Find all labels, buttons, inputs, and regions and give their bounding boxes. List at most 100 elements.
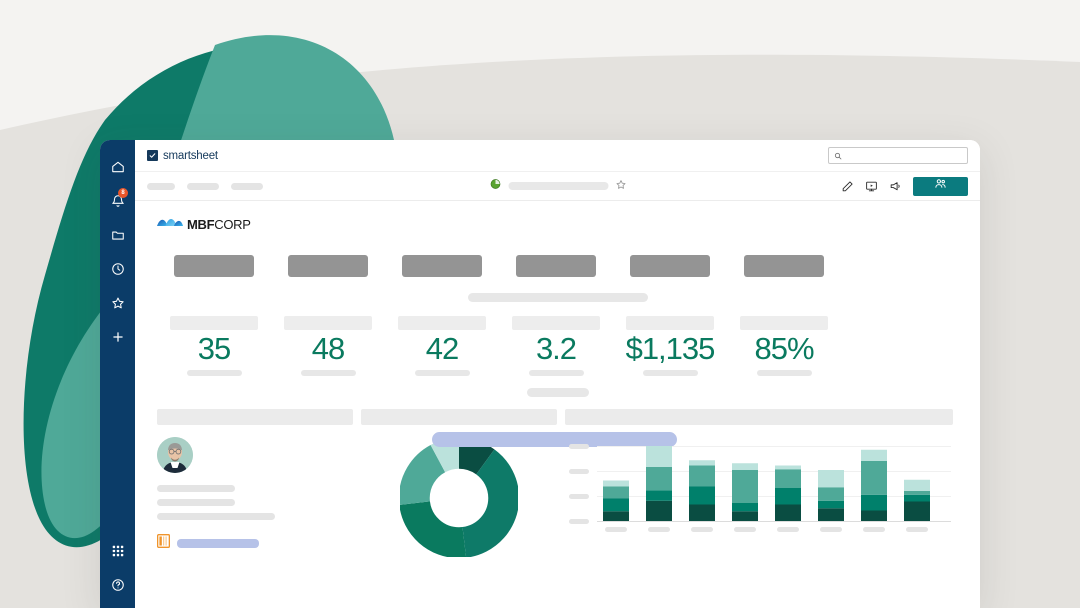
sidebar-item-favorites[interactable] bbox=[100, 286, 135, 320]
x-axis-tick bbox=[906, 527, 928, 532]
metric-header-block bbox=[402, 255, 482, 277]
metric-header-cell bbox=[385, 255, 499, 277]
metric-value: 42 bbox=[425, 331, 459, 366]
widget-header-profile bbox=[157, 409, 353, 425]
dashboard-title-placeholder bbox=[432, 432, 677, 447]
metric-cell: 3.2 bbox=[499, 316, 613, 376]
report-icon bbox=[156, 534, 171, 553]
metric-cell: 85% bbox=[727, 316, 841, 376]
x-axis-tick bbox=[734, 527, 756, 532]
present-icon[interactable] bbox=[865, 180, 878, 193]
donut-widget bbox=[361, 437, 557, 557]
x-axis-tick bbox=[691, 527, 713, 532]
y-axis-tick bbox=[569, 519, 589, 524]
share-button[interactable] bbox=[913, 176, 968, 196]
metric-value: 48 bbox=[311, 331, 345, 366]
top-bar: smartsheet bbox=[135, 140, 980, 172]
notification-badge: 8 bbox=[118, 188, 128, 198]
bar-group-2 bbox=[646, 446, 672, 521]
search-icon bbox=[834, 147, 842, 165]
metric-caption-placeholder bbox=[300, 370, 356, 376]
metric-header-cell bbox=[613, 255, 727, 277]
metric-header-cell bbox=[271, 255, 385, 277]
metric-value: 3.2 bbox=[535, 331, 577, 366]
metric-cell: 35 bbox=[157, 316, 271, 376]
profile-line bbox=[157, 513, 275, 520]
edit-icon[interactable] bbox=[841, 180, 854, 193]
nav-tab-2[interactable] bbox=[187, 182, 219, 190]
metric-header-block bbox=[288, 255, 368, 277]
profile-line bbox=[157, 499, 235, 506]
metric-header-cell bbox=[157, 255, 271, 277]
apps-grid-icon bbox=[111, 544, 125, 558]
donut-slice-3 bbox=[400, 439, 518, 557]
metric-label-placeholder bbox=[284, 316, 372, 330]
profile-link-placeholder[interactable] bbox=[177, 539, 259, 548]
mbfcorp-regular: CORP bbox=[214, 216, 251, 232]
x-axis-tick bbox=[648, 527, 670, 532]
search-input[interactable] bbox=[846, 151, 962, 160]
folder-icon bbox=[111, 228, 125, 242]
avatar[interactable] bbox=[157, 437, 193, 473]
stacked-bar-chart bbox=[569, 444, 951, 532]
bar-group-5 bbox=[775, 465, 801, 521]
left-sidebar: 8 bbox=[100, 140, 135, 608]
star-outline-icon[interactable] bbox=[615, 177, 626, 195]
sidebar-item-notifications[interactable]: 8 bbox=[100, 184, 135, 218]
sidebar-item-home[interactable] bbox=[100, 150, 135, 184]
metric-header-block bbox=[174, 255, 254, 277]
sidebar-item-browse[interactable] bbox=[100, 218, 135, 252]
profile-link-row[interactable] bbox=[156, 534, 353, 553]
metric-caption-placeholder bbox=[528, 370, 584, 376]
donut-slice-4 bbox=[400, 439, 518, 557]
document-title-group bbox=[489, 177, 626, 195]
y-axis-tick bbox=[569, 469, 589, 474]
metric-header-cell bbox=[499, 255, 613, 277]
bar-group-3 bbox=[689, 460, 715, 521]
dashboard-pie-icon bbox=[489, 177, 501, 195]
metric-label-placeholder bbox=[170, 316, 258, 330]
metric-caption-placeholder bbox=[414, 370, 470, 376]
announce-icon[interactable] bbox=[889, 180, 902, 193]
home-icon bbox=[111, 160, 125, 174]
brand-text: smartsheet bbox=[163, 149, 218, 162]
metric-label-placeholder bbox=[398, 316, 486, 330]
donut-chart bbox=[400, 439, 518, 557]
nav-tab-3[interactable] bbox=[231, 182, 263, 190]
profile-widget bbox=[156, 437, 353, 557]
sidebar-item-help[interactable] bbox=[100, 568, 135, 602]
bar-chart-widget bbox=[565, 437, 953, 557]
nav-actions bbox=[841, 176, 968, 196]
nav-tabs bbox=[147, 182, 263, 190]
y-axis-tick bbox=[569, 444, 589, 449]
metric-value: $1,135 bbox=[625, 331, 716, 366]
metric-header-block bbox=[744, 255, 824, 277]
search-box[interactable] bbox=[828, 147, 968, 164]
nav-tab-1[interactable] bbox=[147, 182, 175, 190]
widget-row bbox=[156, 437, 958, 557]
metric-caption-placeholder bbox=[186, 370, 242, 376]
metric-row: 35 48 42 3.2 bbox=[157, 316, 958, 376]
people-icon bbox=[934, 177, 947, 195]
sidebar-item-apps[interactable] bbox=[100, 534, 135, 568]
y-axis-tick bbox=[569, 494, 589, 499]
smartsheet-logo-icon bbox=[147, 150, 158, 161]
x-axis-tick bbox=[777, 527, 799, 532]
widget-header-donut bbox=[361, 409, 557, 425]
notifications-icon bbox=[111, 194, 125, 208]
metric-label-placeholder bbox=[512, 316, 600, 330]
create-icon bbox=[111, 330, 125, 344]
document-title-placeholder[interactable] bbox=[508, 182, 608, 190]
sidebar-item-recents[interactable] bbox=[100, 252, 135, 286]
bar-group-4 bbox=[732, 463, 758, 521]
metric-header-cell bbox=[727, 255, 841, 277]
metric-header-block bbox=[516, 255, 596, 277]
metric-label-placeholder bbox=[626, 316, 714, 330]
smartsheet-brand[interactable]: smartsheet bbox=[147, 150, 218, 162]
section-divider-placeholder bbox=[526, 388, 589, 397]
metric-cell: 42 bbox=[385, 316, 499, 376]
app-window: 8 bbox=[100, 140, 980, 608]
sidebar-item-create[interactable] bbox=[100, 320, 135, 354]
metric-caption-placeholder bbox=[642, 370, 698, 376]
metric-header-block bbox=[630, 255, 710, 277]
